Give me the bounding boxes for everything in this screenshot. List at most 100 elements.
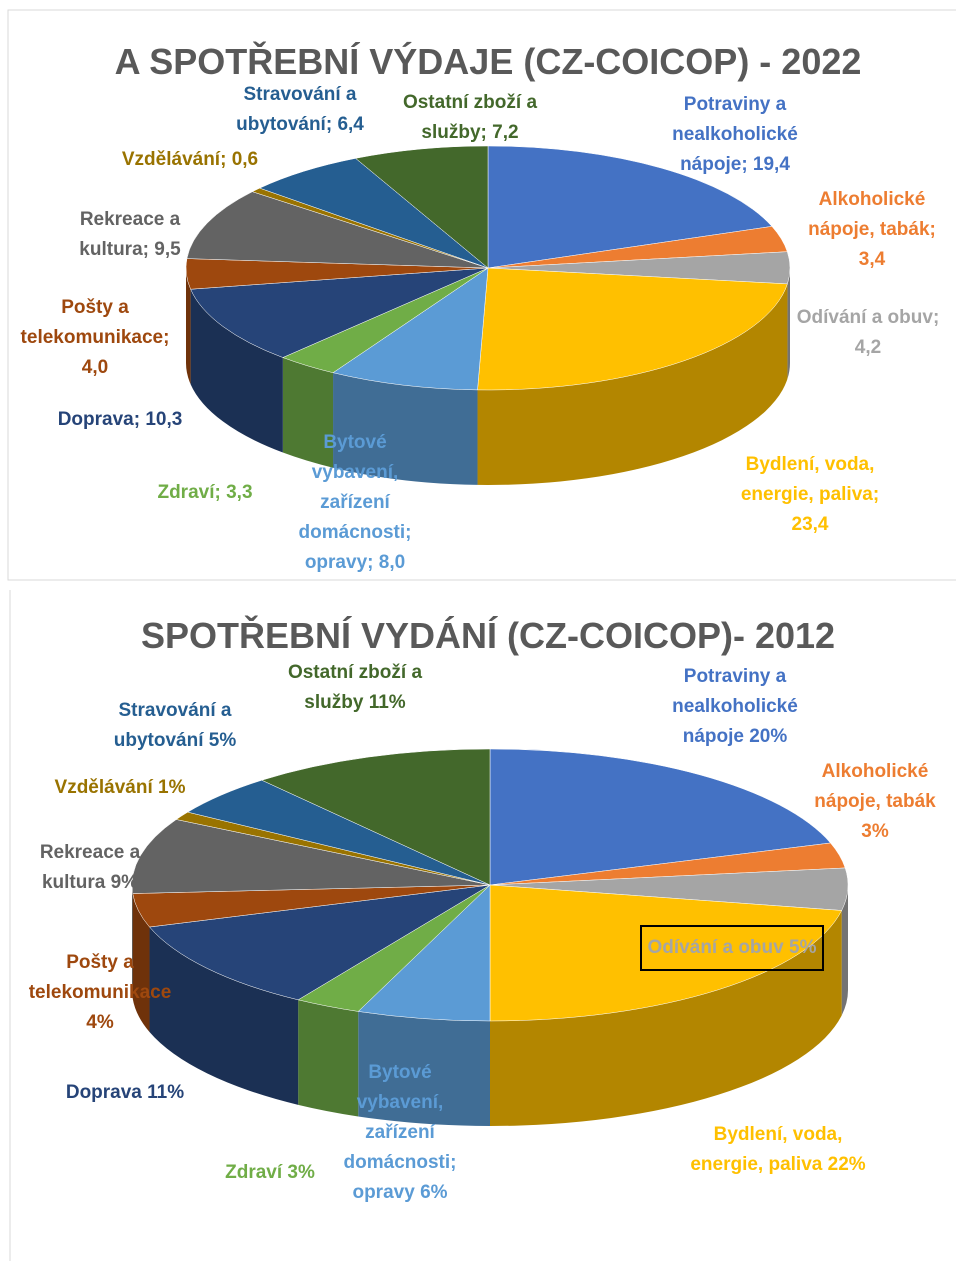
category-label: Stravování a ubytování [236, 84, 357, 135]
value-label: 6% [420, 1182, 448, 1203]
chart-title: SPOTŘEBNÍ VYDÁNÍ (CZ-COICOP)- 2012 [141, 614, 835, 656]
value-label: 1% [158, 777, 186, 798]
data-label: Zdraví 3% [210, 1158, 330, 1188]
value-label: 4,0 [81, 357, 109, 378]
label-separator: ; [367, 552, 374, 573]
slice [190, 267, 489, 358]
label-separator: ; [214, 482, 221, 503]
slice [186, 191, 489, 269]
category-label: Vzdělávání [121, 149, 221, 170]
value-label: 7,2 [492, 122, 519, 143]
value-label: 3% [861, 821, 889, 842]
data-label: Potraviny a nealkoholické nápoje 20% [650, 662, 820, 752]
data-label: Ostatní zboží a služby 11% [265, 658, 445, 718]
slice [477, 267, 788, 391]
value-label: 9% [110, 872, 139, 893]
category-label: Potraviny a nealkoholické nápoje [672, 94, 798, 175]
label-separator: ; [220, 149, 227, 170]
data-label: Rekreace a kultura; 9,5 [55, 205, 205, 265]
value-label: 8,0 [378, 552, 406, 573]
value-label: 22% [827, 1154, 866, 1175]
slice-side [190, 289, 283, 453]
slice [489, 884, 843, 1022]
category-label: Alkoholické nápoje, tabák [814, 761, 936, 812]
chart-frame [7, 9, 956, 581]
value-label: 6,4 [337, 114, 364, 135]
data-label: Ostatní zboží a služby; 7,2 [385, 88, 555, 148]
label-separator: ; [741, 154, 748, 175]
slice-side [333, 372, 478, 485]
slice-side [358, 1011, 490, 1126]
label-separator: ; [872, 484, 880, 505]
data-label: Bydlení, voda, energie, paliva; 23,4 [720, 450, 900, 540]
slice [332, 267, 489, 391]
label-separator: ; [133, 409, 141, 430]
label-separator: ; [932, 307, 940, 328]
label-separator: ; [163, 327, 170, 348]
category-label: Rekreace a kultura [79, 209, 181, 260]
data-label: Doprava; 10,3 [20, 405, 220, 435]
data-label: Pošty a telekomunikace; 4,0 [10, 293, 180, 383]
data-label: Potraviny a nealkoholické nápoje; 19,4 [650, 90, 820, 180]
category-label: Odívání a obuv [796, 307, 933, 328]
category-label: Potraviny a nealkoholické nápoje [672, 666, 798, 747]
value-label: 5% [208, 730, 237, 751]
slice [131, 819, 491, 894]
slice-side [298, 999, 359, 1117]
data-label: Bytové vybavení, zařízení domácnosti; op… [280, 428, 430, 578]
category-label: Stravování a ubytování [113, 700, 232, 751]
data-label: Stravování a ubytování; 6,4 [220, 80, 380, 140]
slice-side [787, 268, 791, 379]
category-label: Ostatní zboží a služby [402, 92, 538, 143]
data-label: Odívání a obuv; 4,2 [783, 303, 953, 363]
category-label: Vzdělávání [54, 777, 153, 798]
slice-side [282, 357, 334, 468]
data-label: Stravování a ubytování 5% [95, 696, 255, 756]
category-label: Doprava [65, 1082, 142, 1103]
value-label: 4% [86, 1012, 114, 1033]
slice-side [132, 885, 133, 999]
category-label: Bytové vybavení, zařízení domácnosti; op… [298, 432, 412, 573]
data-label: Vzdělávání; 0,6 [80, 145, 300, 175]
slice [259, 158, 489, 269]
category-label: Bydlení, voda, energie, paliva [690, 1124, 843, 1175]
category-label: Zdraví [157, 482, 215, 503]
slice-side [149, 927, 299, 1105]
value-label: 19,4 [752, 154, 790, 175]
value-label: 20% [749, 726, 788, 747]
value-label: 0,6 [231, 149, 259, 170]
category-label: Odívání a obuv [647, 937, 784, 958]
data-label: Pošty a telekomunikace 4% [15, 948, 185, 1038]
slice-side [132, 893, 150, 1033]
chart-title: A SPOTŘEBNÍ VÝDAJE (CZ-COICOP) - 2022 [115, 40, 862, 82]
data-label: Bydlení, voda, energie, paliva 22% [678, 1120, 878, 1180]
category-label: Doprava [57, 409, 134, 430]
value-label: 3% [287, 1162, 315, 1183]
data-label: Rekreace a kultura 9% [25, 838, 155, 898]
slice [261, 748, 491, 886]
category-label: Ostatní zboží a služby [287, 662, 423, 713]
category-label: Rekreace a kultura [39, 842, 141, 893]
data-label: Alkoholické nápoje, tabák; 3,4 [797, 185, 947, 275]
label-separator: ; [480, 122, 487, 143]
value-label: 3,4 [858, 249, 886, 270]
category-label: Pošty a telekomunikace [20, 297, 164, 348]
value-label: 10,3 [145, 409, 183, 430]
slice-side [477, 283, 788, 485]
category-label: Alkoholické nápoje, tabák [808, 189, 930, 240]
category-label: Pošty a telekomunikace [28, 952, 172, 1003]
category-label: Bydlení, voda, energie, paliva [740, 454, 875, 505]
slice [355, 145, 489, 269]
value-label: 4,2 [854, 337, 882, 358]
data-label: Vzdělávání 1% [45, 773, 195, 803]
value-label: 9,5 [154, 239, 181, 260]
category-label: Zdraví [225, 1162, 283, 1183]
data-label: Zdraví; 3,3 [130, 478, 280, 508]
slice [487, 145, 773, 269]
slice [357, 884, 491, 1022]
data-label: Doprava 11% [65, 1078, 185, 1108]
data-label: Odívání a obuv 5% [640, 925, 824, 971]
label-separator: ; [142, 239, 149, 260]
